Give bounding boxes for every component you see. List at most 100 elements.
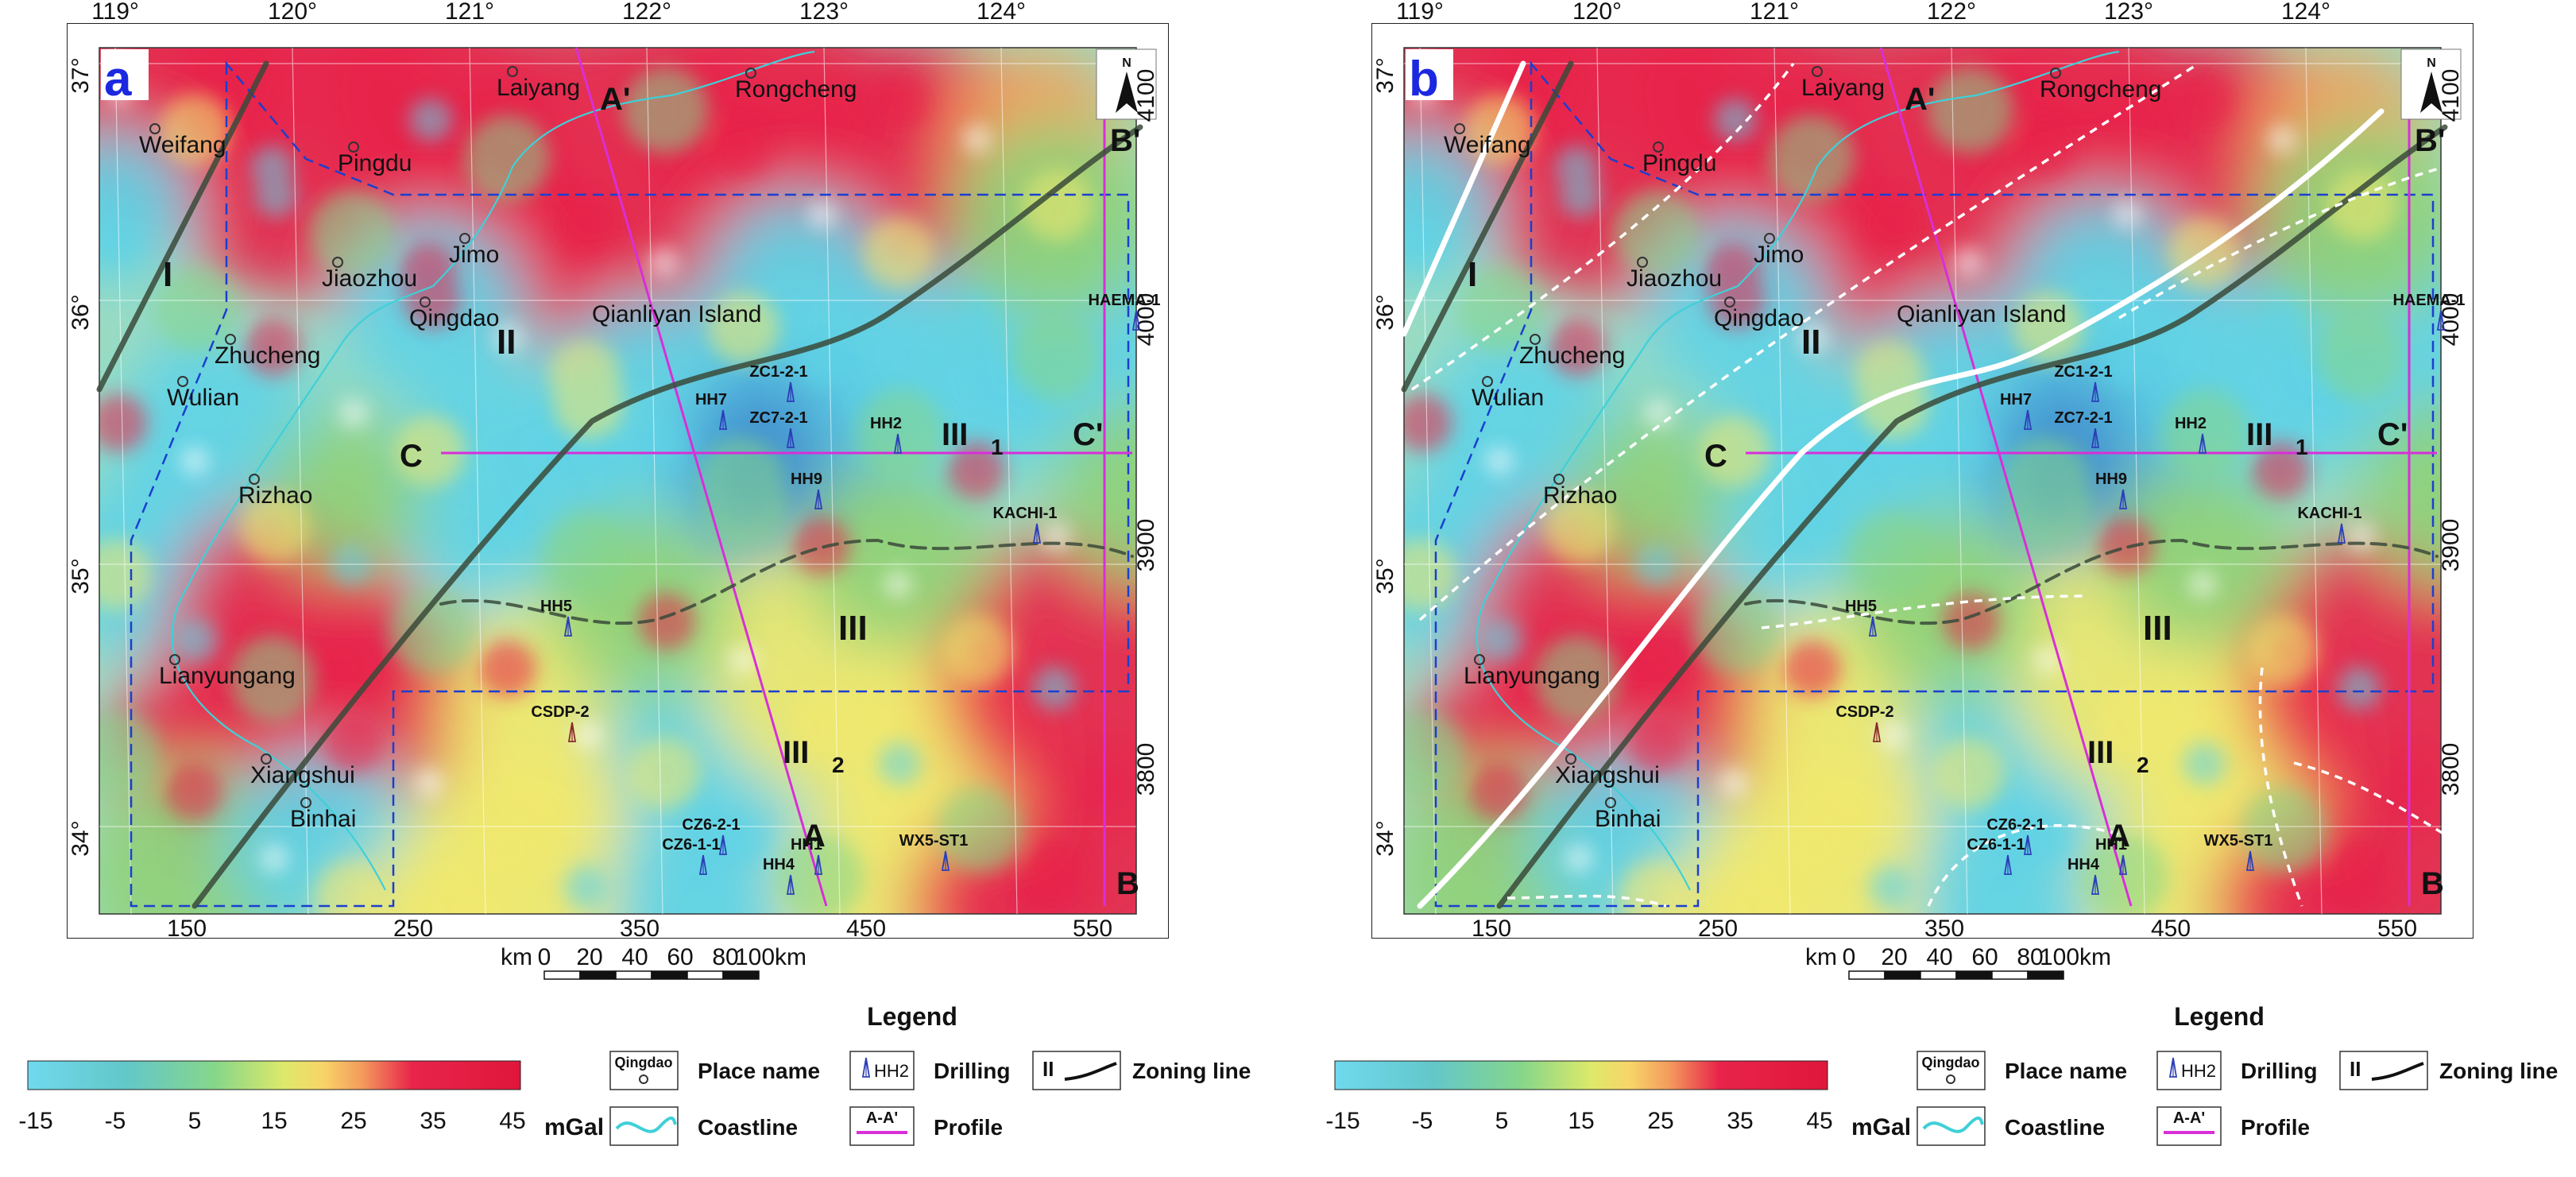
place-marker [2050,68,2061,79]
zone-label-III1: III [942,417,968,452]
meridian-line [114,47,132,915]
place-marker [149,123,161,134]
texture-spot [564,865,607,908]
texture-spot [324,716,381,773]
scalebar-segment [543,970,581,980]
place-name: Pingdu [1642,150,1716,176]
km-y-label: 4100 [2438,69,2464,122]
drilling-label: CZ6-1-1 [1967,836,2025,854]
texture-spot [623,68,709,153]
place-marker [1724,296,1735,308]
texture-spot [1954,248,1982,277]
texture-spot [1614,191,1700,277]
texture-spot [1394,394,1452,451]
drilling-label: ZC7-2-1 [2054,409,2112,427]
texture-spot [404,271,461,328]
place-marker [300,797,311,808]
texture-spot [2083,834,2168,920]
meridian-line [292,47,309,915]
north-label: N [1122,56,1131,70]
latitude-label: 37° [1372,57,1398,93]
legend-drilling-box [2156,1051,2222,1090]
texture-spot [1708,271,1766,328]
place-marker [1605,797,1616,808]
zone-label-III: III [2143,609,2172,648]
place-marker [420,296,431,308]
zone-label-III: III [838,609,868,648]
texture-spot [180,447,209,475]
place-marker [348,141,359,153]
legend-title: Legend [2174,1002,2265,1031]
scalebar-tick: 80 [2017,944,2043,970]
meridian-line [1419,47,1437,915]
legend-zoning-icon [2371,1062,2424,1081]
drilling-label: HAEMA-1 [2392,292,2465,309]
longitude-label: 121° [445,0,494,25]
coastline [1491,50,2120,589]
place-marker [332,257,343,268]
scalebar-segment [579,970,617,980]
texture-spot [1479,619,1522,662]
texture-spot [2007,465,2093,551]
colorbar-unit: mGal [544,1114,604,1140]
latitude-label: 36° [1372,294,1398,330]
texture-spot [649,248,678,277]
place-name: Weifang [139,132,226,158]
colorbar-tick: 5 [1495,1108,1509,1134]
zoning-line-III [1744,538,2439,625]
texture-spot [793,517,850,575]
texture-spot [309,191,395,277]
place-name: Rongcheng [2040,76,2161,103]
km-x-label: 450 [2151,916,2191,942]
colorbar [27,1060,521,1090]
texture-spot [2347,522,2376,551]
legend-zoning-box [2339,1051,2428,1090]
texture-spot [474,813,545,885]
km-x-label: 550 [2377,916,2417,942]
scalebar-segment [1884,970,1921,980]
profile-lines [441,47,1132,907]
texture-spot [543,513,629,598]
texture-spot [165,764,222,821]
drilling-label: HH7 [695,391,727,408]
scalebar-tick: 0 [1843,944,1856,970]
texture-spot [2332,839,2389,896]
texture-spot [2092,690,2164,761]
km-x-label: 550 [1073,916,1112,942]
texture-spot [963,125,992,153]
latitude-label: 35° [1372,558,1398,594]
place-marker [1653,141,1664,153]
place-marker [1637,257,1648,268]
texture-spot [1778,813,1850,885]
km-y-label: 4100 [1133,69,1159,122]
zone-label-III1-sub: 1 [2296,435,2308,459]
texture-spot [1943,593,2000,650]
texture-spot [878,742,921,785]
place-name: Pingdu [338,150,412,176]
colorbar-tick: -5 [1412,1108,1433,1134]
place-marker [1482,376,1493,387]
texture-spot [90,394,147,451]
profile-label-b-prime: B' [2415,123,2445,158]
fault-dashed-4 [1761,594,2088,629]
graticule [99,47,1136,915]
fault-dashed-3 [2118,165,2446,319]
meridian-line [2305,47,2323,915]
texture-spot [1878,721,1907,749]
texture-spot [2177,72,2234,130]
texture-spot [254,174,297,217]
texture-spot [957,297,1000,340]
fault-dashed-7 [1927,824,2120,907]
legend-zoning-label: Zoning line [2439,1059,2558,1083]
profile-label-b: B [1116,866,1139,901]
colorbar-tick: -15 [18,1108,52,1134]
drilling-label: HH9 [2095,470,2127,488]
place-marker [249,474,260,485]
texture-spot [1644,399,1673,428]
place-name: Qingdao [1714,305,1804,331]
map-inner-border [1403,47,2442,915]
texture-spot [479,641,536,698]
